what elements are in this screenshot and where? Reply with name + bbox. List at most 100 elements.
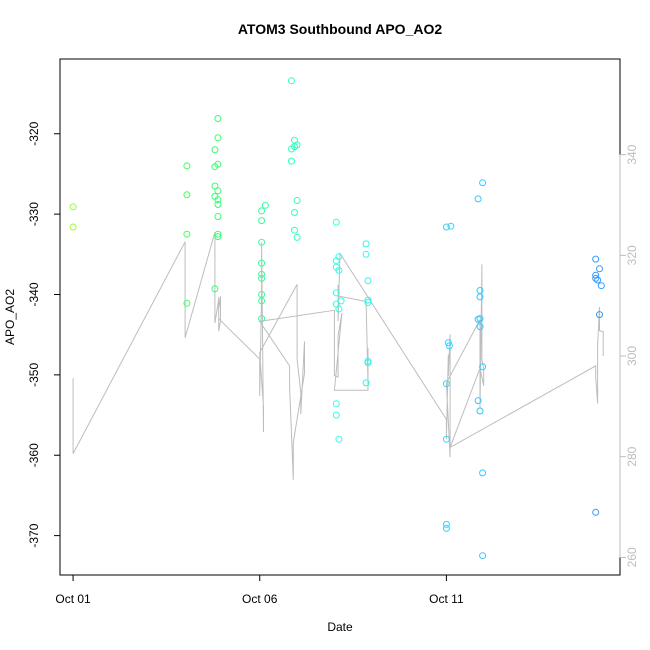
y2-tick-label: 320	[625, 245, 639, 265]
data-point	[291, 226, 298, 234]
x-tick-label: Oct 06	[242, 592, 278, 606]
data-point	[293, 197, 301, 204]
data-point	[442, 223, 450, 231]
data-point	[291, 209, 298, 216]
data-point	[592, 271, 600, 279]
y-tick-label: -340	[27, 282, 41, 306]
data-point	[293, 233, 301, 241]
data-point	[337, 297, 345, 305]
y-tick-label: -360	[27, 443, 41, 467]
data-point	[335, 266, 343, 274]
data-point	[258, 297, 266, 305]
data-point	[258, 315, 266, 323]
x-tick-label: Oct 01	[55, 592, 91, 606]
data-point	[335, 305, 343, 313]
chart-title: ATOM3 Southbound APO_AO2	[238, 21, 443, 37]
y-tick-label: -330	[27, 202, 41, 226]
data-point	[476, 407, 484, 415]
data-point	[479, 179, 487, 187]
y2-tick-label: 280	[625, 446, 639, 466]
data-point	[214, 115, 222, 122]
data-point	[476, 323, 484, 331]
data-point	[258, 259, 266, 267]
data-point	[261, 201, 269, 209]
data-point	[479, 552, 487, 560]
data-point	[442, 435, 450, 443]
data-point	[214, 230, 222, 238]
data-point	[332, 411, 340, 419]
data-point	[596, 311, 603, 319]
data-point	[183, 191, 191, 199]
data-point	[332, 289, 340, 297]
y-axis-label: APO_AO2	[3, 289, 17, 345]
data-point	[211, 146, 219, 154]
data-point	[214, 196, 222, 204]
data-point	[364, 299, 372, 306]
data-point	[214, 160, 222, 168]
data-point	[592, 274, 600, 282]
data-point	[335, 435, 343, 443]
data-point	[288, 157, 295, 165]
data-point	[364, 296, 372, 304]
data-point	[332, 400, 340, 408]
data-point	[442, 524, 450, 532]
data-point	[214, 233, 222, 241]
data-point	[476, 315, 484, 323]
line-series	[72, 232, 604, 480]
data-point	[183, 230, 191, 238]
y-tick-label: -370	[27, 523, 41, 547]
data-point	[364, 277, 372, 285]
series-line	[72, 232, 604, 480]
data-point	[69, 203, 77, 211]
data-point	[258, 238, 266, 246]
data-point	[214, 134, 222, 142]
data-point	[335, 253, 343, 261]
data-point	[288, 77, 295, 85]
data-point	[69, 223, 77, 231]
data-point	[445, 342, 453, 350]
data-point	[444, 339, 452, 347]
data-point	[594, 276, 602, 284]
data-point	[258, 274, 266, 282]
x-axis: Oct 01 Oct 06 Oct 11	[55, 574, 464, 606]
y2-tick-label: 300	[625, 346, 639, 366]
y2-axis: 260 280 300 320 340	[619, 144, 639, 567]
data-point	[597, 282, 605, 290]
y-axis: -370 -360 -350 -340 -330 -320	[27, 121, 61, 548]
x-tick-label: Oct 11	[429, 592, 464, 606]
y-tick-label: -320	[27, 121, 41, 145]
data-point	[592, 255, 600, 263]
points-series	[69, 77, 605, 560]
data-point	[596, 265, 603, 273]
data-point	[479, 363, 487, 371]
data-point	[442, 380, 450, 388]
data-point	[183, 162, 191, 170]
data-point	[183, 299, 191, 307]
data-point	[214, 201, 222, 208]
data-point	[362, 379, 370, 387]
data-point	[442, 520, 450, 528]
data-point	[214, 187, 222, 195]
data-point	[592, 508, 600, 516]
data-point	[474, 195, 482, 203]
data-point	[474, 397, 482, 405]
data-point	[293, 141, 301, 149]
data-point	[476, 293, 484, 301]
data-point	[214, 213, 222, 220]
data-point	[332, 218, 340, 226]
data-point	[447, 222, 455, 230]
data-point	[258, 217, 266, 225]
data-point	[479, 469, 487, 477]
y-tick-label: -350	[27, 363, 41, 387]
data-point	[258, 207, 266, 215]
data-point	[362, 250, 370, 258]
data-point	[362, 240, 370, 248]
x-axis-label: Date	[327, 620, 353, 634]
data-point	[364, 359, 372, 367]
plot-frame	[59, 58, 621, 576]
data-point	[258, 270, 266, 278]
data-point	[211, 285, 219, 293]
y2-tick-label: 260	[625, 547, 639, 567]
y2-tick-label: 340	[625, 144, 639, 164]
